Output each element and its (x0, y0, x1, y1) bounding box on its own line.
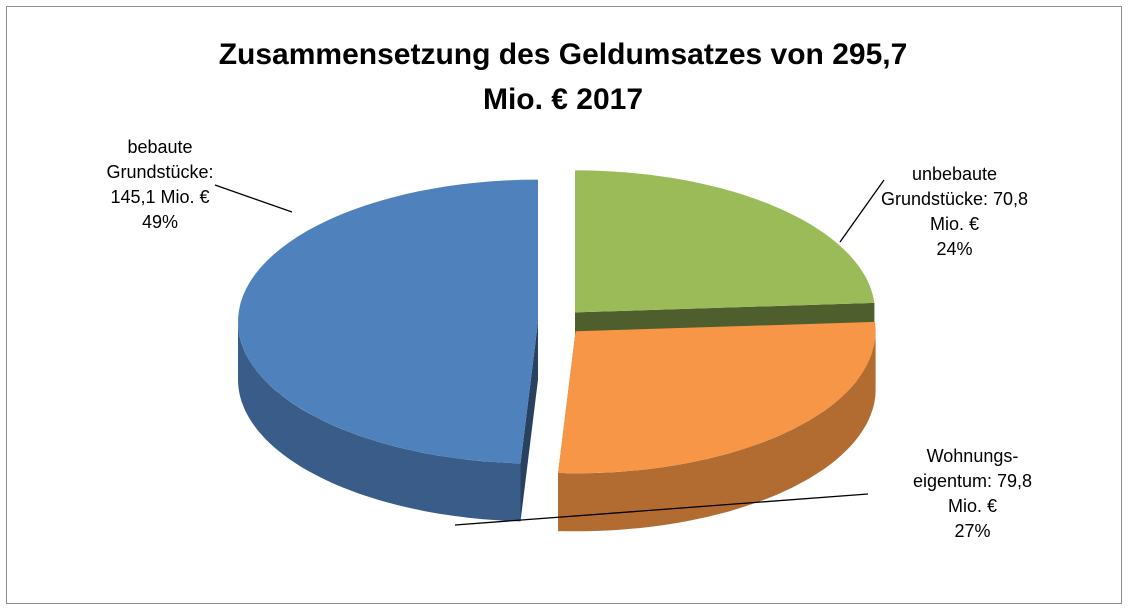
percent-label: 49% (141, 212, 179, 232)
value-label: unbebaute Grundstücke: 70,8 Mio. € (880, 164, 1029, 234)
slice (558, 321, 876, 474)
percent-label: 27% (954, 521, 991, 541)
chart-frame (6, 6, 1122, 604)
slice (238, 179, 538, 464)
leader-line (214, 184, 293, 213)
leader-line (839, 179, 885, 243)
slice-side (558, 331, 876, 532)
slice (575, 170, 875, 313)
chart-title: Zusammensetzung des Geldumsatzes von 295… (218, 38, 908, 116)
slices (238, 170, 876, 532)
value-label: bebaute Grundstücke: 145,1 Mio. € (106, 137, 214, 207)
value-label: Wohnungs-eigentum: 79,8 Mio. € (912, 446, 1033, 516)
leader-line (454, 493, 869, 526)
percent-label: 24% (936, 239, 973, 259)
slice-wall (520, 321, 538, 522)
data-label: unbebaute Grundstücke: 70,8 Mio. € 24% (872, 162, 1037, 262)
data-label: Wohnungs-eigentum: 79,8 Mio. € 27% (905, 444, 1040, 544)
slice-side (238, 321, 521, 522)
data-label: bebaute Grundstücke: 145,1 Mio. € 49% (90, 135, 230, 235)
